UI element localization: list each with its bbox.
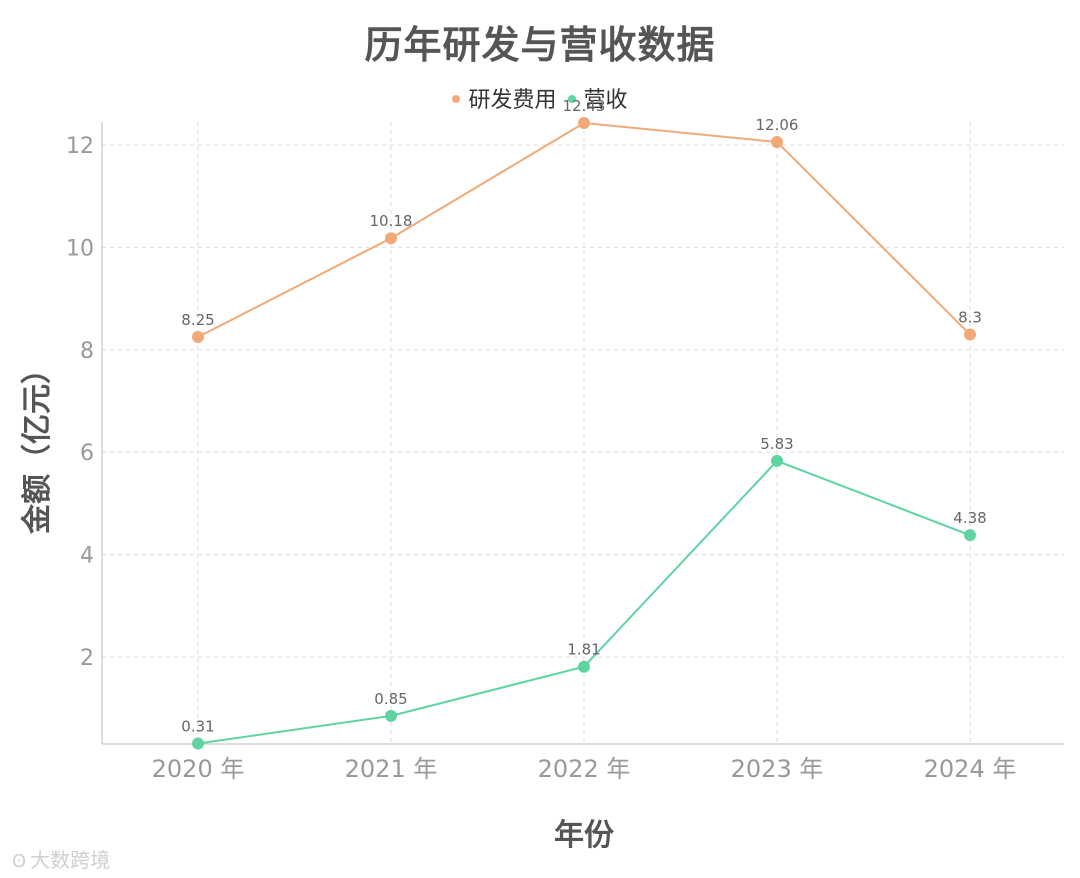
data-point — [771, 454, 783, 467]
data-label: 5.83 — [760, 435, 793, 453]
grid-layer — [102, 122, 1064, 744]
data-point — [578, 660, 590, 673]
data-label: 10.18 — [370, 212, 413, 230]
data-point — [964, 529, 976, 542]
data-label: 8.3 — [958, 308, 982, 326]
legend-label-rd: 研发费用 — [468, 88, 557, 113]
data-point — [964, 328, 976, 341]
legend-item-revenue[interactable]: 营收 — [567, 82, 628, 114]
y-axis-label: 金额（亿元） — [20, 354, 55, 534]
data-label: 0.31 — [181, 717, 214, 735]
x-axis-label: 年份 — [554, 818, 614, 853]
data-label: 4.38 — [953, 509, 986, 527]
data-label: 12.06 — [756, 116, 799, 134]
series-layer — [192, 117, 976, 750]
label-layer: 8.25 10.18 12.43 12.06 8.3 0.31 0.85 1.81 5.83 4.… — [181, 97, 986, 735]
data-point — [385, 709, 397, 722]
x-tick-label: 2023 年 — [731, 755, 824, 783]
data-label: 0.85 — [374, 690, 407, 708]
watermark: ʘ 大数跨境 — [12, 844, 110, 873]
axis-layer: 2 4 6 8 10 12 2020 年 2021 年 2022 年 2023 年 2024 年 — [66, 122, 1064, 783]
data-label: 8.25 — [181, 311, 214, 329]
y-tick-label: 6 — [80, 441, 94, 466]
data-point — [578, 117, 590, 130]
x-tick-label: 2021 年 — [345, 755, 438, 783]
y-tick-label: 2 — [80, 646, 94, 671]
data-point — [192, 331, 204, 344]
y-tick-label: 10 — [66, 236, 94, 261]
chart-legend: 研发费用 营收 — [0, 82, 1080, 114]
legend-item-rd[interactable]: 研发费用 — [452, 82, 557, 114]
y-tick-label: 4 — [80, 544, 94, 569]
data-label: 1.81 — [567, 641, 600, 659]
y-tick-label: 8 — [80, 339, 94, 364]
data-point — [771, 135, 783, 148]
watermark-text: 大数跨境 — [30, 848, 111, 872]
legend-dot-rd-icon — [452, 95, 461, 103]
legend-dot-revenue-icon — [567, 95, 576, 103]
data-label: 12.43 — [563, 97, 606, 115]
x-tick-label: 2024 年 — [924, 755, 1017, 783]
watermark-logo-icon: ʘ — [12, 851, 27, 872]
x-tick-label: 2020 年 — [152, 755, 245, 783]
data-point — [385, 232, 397, 245]
x-tick-label: 2022 年 — [538, 755, 631, 783]
legend-label-revenue: 营收 — [583, 88, 628, 113]
chart-title: 历年研发与营收数据 — [364, 23, 716, 67]
y-tick-label: 12 — [66, 134, 94, 159]
data-point — [192, 737, 204, 750]
